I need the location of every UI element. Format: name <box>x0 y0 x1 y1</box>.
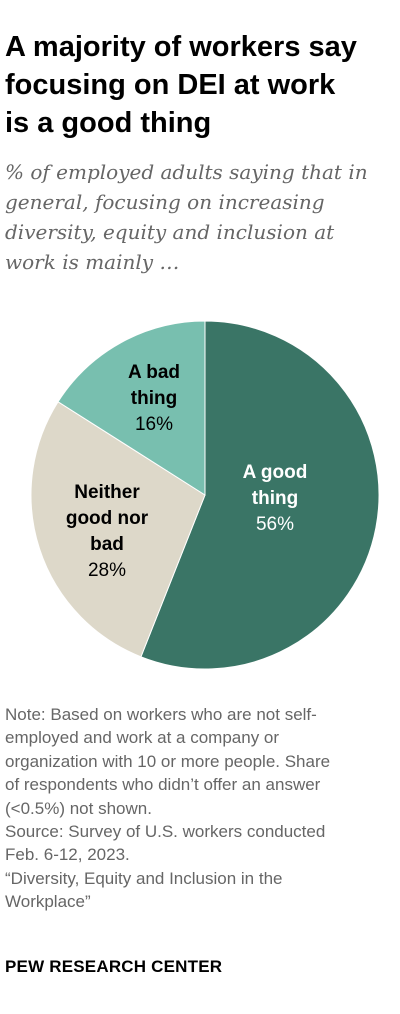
slice-label-neither-good-nor-bad: Neither <box>74 482 140 503</box>
source-organization: PEW RESEARCH CENTER <box>5 957 223 976</box>
source-line: Source: Survey of U.S. workers conducted <box>5 822 326 842</box>
chart-subtitle-line: work is mainly … <box>5 250 180 274</box>
slice-label-neither-good-nor-bad: good nor <box>66 508 149 529</box>
slice-label-a-good-thing: thing <box>252 488 298 509</box>
slice-label-a-good-thing: A good <box>243 462 308 483</box>
chart-subtitle-line: general, focusing on increasing <box>5 190 325 214</box>
slice-label-a-bad-thing: A bad <box>128 362 180 383</box>
chart-subtitle-line: % of employed adults saying that in <box>5 160 368 184</box>
note-line: Note: Based on workers who are not self- <box>5 705 317 724</box>
chart-title: A majority of workers say focusing on DE… <box>5 28 397 142</box>
note-line: (<0.5%) not shown. <box>5 798 152 818</box>
pie-slice-a-bad-thing <box>57 320 206 496</box>
chart-title-line: A majority of workers say <box>5 31 357 63</box>
report-title-line: “Diversity, Equity and Inclusion in the <box>5 868 283 888</box>
report-title-line: Workplace” <box>5 892 91 912</box>
slice-value-neither-good-nor-bad: 28% <box>88 560 126 581</box>
slice-label-a-bad-thing: thing <box>131 388 177 409</box>
note-line: organization with 10 or more people. Sha… <box>5 751 331 771</box>
slice-value-a-good-thing: 56% <box>256 514 294 535</box>
pie-slice-neither-good-nor-bad <box>30 401 206 658</box>
chart-subtitle-line: diversity, equity and inclusion at <box>5 220 335 244</box>
chart-subtitle: % of employed adults saying that in gene… <box>5 157 397 277</box>
source-line: Feb. 6-12, 2023. <box>5 845 130 865</box>
slice-label-neither-good-nor-bad: bad <box>90 534 124 555</box>
note-line: employed and work at a company or <box>5 728 280 748</box>
slice-value-a-bad-thing: 16% <box>135 414 173 435</box>
note-block: Note: Based on workers who are not self-… <box>5 703 397 914</box>
note-line: of respondents who didn’t offer an answe… <box>5 775 321 795</box>
chart-title-line: focusing on DEI at work <box>5 69 336 101</box>
chart-title-line: is a good thing <box>5 107 212 139</box>
pie-chart: A good thing 56% Neither good nor bad 28% A bad… <box>30 320 380 670</box>
pie-slice-a-good-thing <box>140 320 380 670</box>
